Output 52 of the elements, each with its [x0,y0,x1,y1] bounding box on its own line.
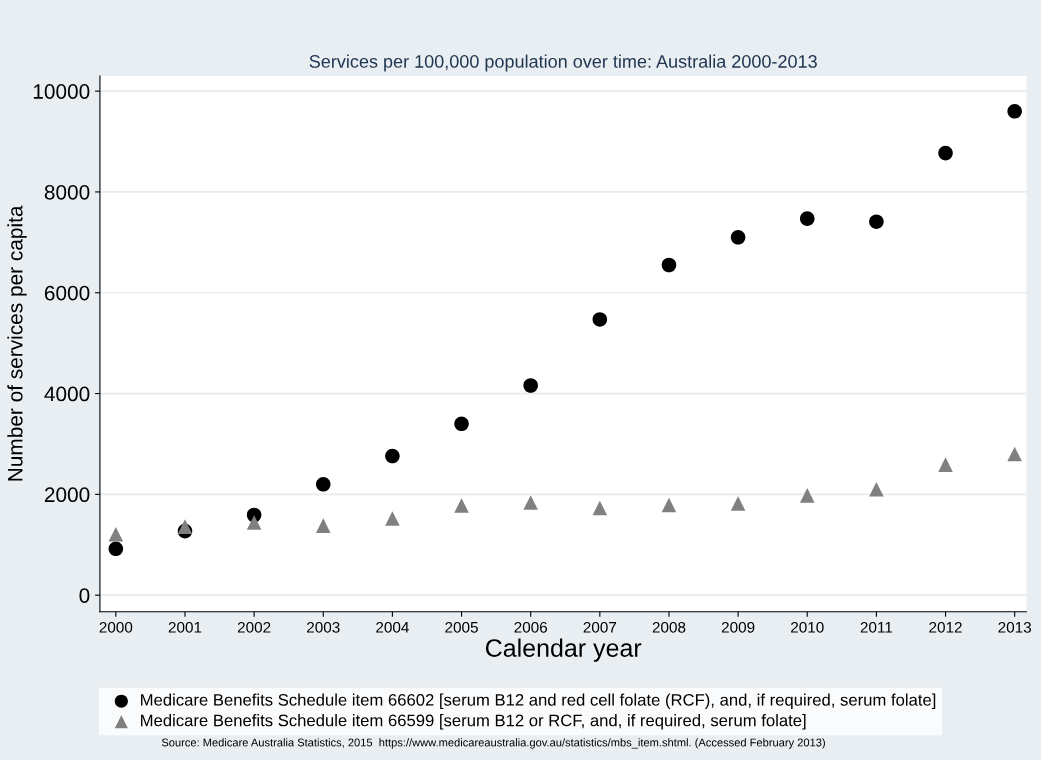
point [730,230,746,245]
point [246,515,262,530]
point [1007,104,1022,119]
x-tick-label: 2004 [376,621,409,633]
point [177,519,193,534]
point [938,145,953,161]
point [938,457,953,472]
chart-title: Services per 100,000 population over time: Australia 2000-2013 [309,54,817,72]
x-tick-label: 2006 [514,621,548,633]
x-tick-label: 2012 [929,621,962,633]
x-tick-label: 2013 [998,621,1031,633]
point [661,257,677,273]
y-tick-label: 2000 [44,487,90,503]
source-note: Source: Medicare Australia Statistics, 2015 https://www.medicareaustralia.gov.au/statistics/mbs_item.shtml. (Accessed February 2013) [161,738,825,749]
legend-label: Medicare Benefits Schedule item 66599 [serum B12 or RCF, and, if required, serum folate] [141,714,806,730]
point [869,482,884,497]
point [385,448,400,464]
point [454,416,469,432]
point [730,496,746,511]
x-tick-label: 2000 [99,621,133,633]
x-tick-label: 2003 [307,621,340,633]
point [799,488,815,503]
x-axis-title: Calendar year [485,638,642,662]
point [108,526,124,542]
point [592,312,608,327]
point [869,214,884,229]
x-tick-label: 2002 [237,621,271,633]
x-tick-label: 2008 [652,621,686,633]
point [315,518,331,533]
x-tick-label: 2011 [860,621,893,633]
y-tick-label: 8000 [44,184,90,200]
point [661,497,677,513]
y-tick-label: 4000 [44,386,90,402]
y-tick-label: 6000 [44,285,90,301]
point [385,511,400,526]
y-tick-label: 0 [79,588,90,603]
point [315,476,331,492]
point [523,495,538,510]
point [523,378,538,393]
x-tick-label: 2001 [168,621,202,633]
point [1007,446,1022,462]
point [108,541,124,557]
point [454,498,469,513]
point [799,211,815,226]
y-axis-title: Number of services per capita [7,205,27,481]
legend-label: Medicare Benefits Schedule item 66602 [serum B12 and red cell folate (RCF), and, if required, serum folate] [141,693,936,710]
x-tick-label: 2009 [721,621,755,633]
x-tick-label: 2005 [445,621,478,633]
x-tick-label: 2010 [791,621,824,633]
x-tick-label: 2007 [583,621,617,633]
point [592,500,608,516]
y-tick-label: 10000 [33,84,90,99]
